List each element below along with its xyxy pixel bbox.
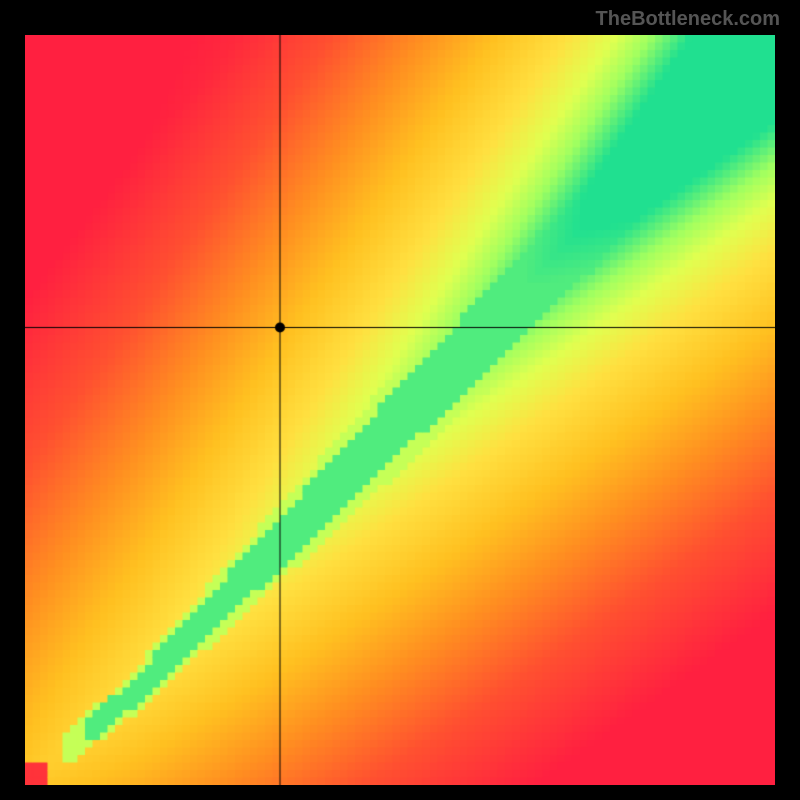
watermark-text: TheBottleneck.com [596,8,780,31]
chart-container: TheBottleneck.com [0,0,800,800]
heatmap-canvas [25,35,775,785]
bottleneck-heatmap [25,35,775,785]
